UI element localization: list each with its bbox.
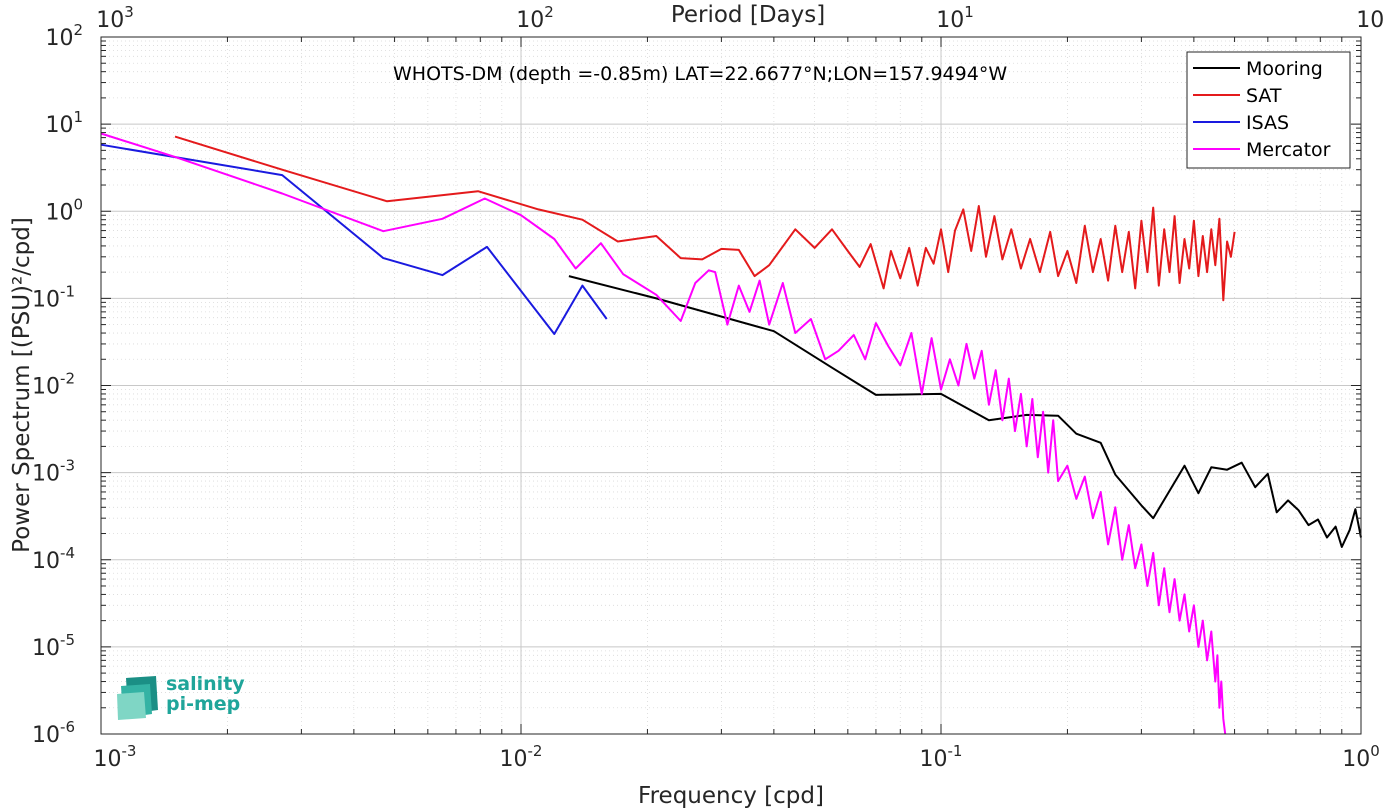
y-tick-label: 10-4 <box>32 544 75 574</box>
legend-label-isas: ISAS <box>1246 112 1289 134</box>
salinity-logo: salinity pi-mep <box>166 674 245 714</box>
logo-line-2: pi-mep <box>166 693 241 715</box>
y-tick-label: 10-2 <box>32 370 75 400</box>
y-tick-label: 10-1 <box>32 282 75 312</box>
top-axis-label: Period [Days] <box>671 2 825 28</box>
logo-line-1: salinity <box>166 673 245 695</box>
series-line-mooring <box>568 275 1362 548</box>
salinity-logo-icon <box>117 676 158 720</box>
chart-title: WHOTS-DM (depth =-0.85m) LAT=22.6677°N;L… <box>393 63 1007 85</box>
x-tick-label: 10-1 <box>920 742 963 772</box>
tick-marks <box>100 36 1362 735</box>
y-tick-label: 101 <box>45 108 83 138</box>
x-tick-label: 10-3 <box>94 742 137 772</box>
y-tick-label: 102 <box>45 21 83 51</box>
legend: Mooring SAT ISAS Mercator <box>1186 51 1351 169</box>
legend-label-mooring: Mooring <box>1246 58 1323 80</box>
series-line-isas <box>100 143 608 335</box>
tick-labels: 10-3 10-2 10-1 100 103 102 101 100 10-6 10-5 10-4 1… <box>32 3 1383 772</box>
legend-label-mercator: Mercator <box>1246 139 1331 161</box>
series-layer <box>100 132 1362 735</box>
x-top-tick-label: 103 <box>96 3 134 33</box>
y-axis-label: Power Spectrum [(PSU)²/cpd] <box>9 217 35 553</box>
x-axis-label: Frequency [cpd] <box>638 783 824 809</box>
y-tick-label: 10-5 <box>32 631 75 661</box>
x-top-tick-label: 101 <box>936 3 974 33</box>
x-tick-label: 100 <box>1342 742 1380 772</box>
y-tick-label: 10-6 <box>32 718 75 748</box>
legend-label-sat: SAT <box>1246 85 1282 107</box>
x-tick-label: 10-2 <box>500 742 543 772</box>
series-line-mercator <box>100 132 1227 735</box>
y-tick-label: 100 <box>45 195 83 225</box>
x-top-tick-label: 100 <box>1356 3 1383 33</box>
x-top-tick-label: 102 <box>516 3 554 33</box>
y-tick-label: 10-3 <box>32 457 75 487</box>
series-line-sat <box>174 135 1236 302</box>
